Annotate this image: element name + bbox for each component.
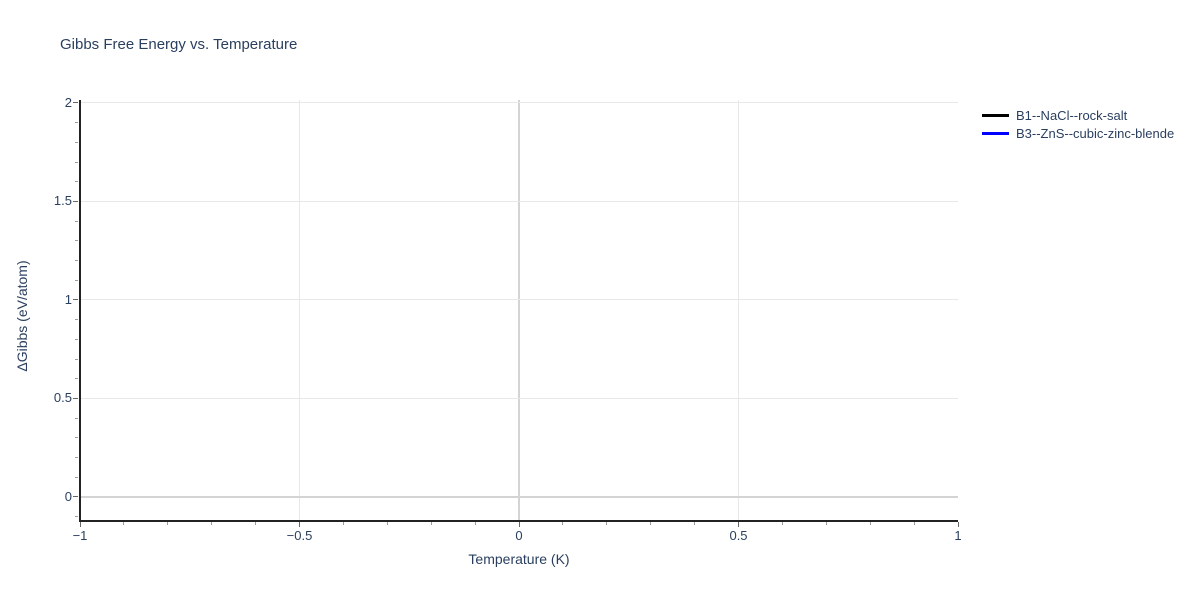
x-major-tick (738, 522, 739, 527)
y-tick-label: 0 (64, 488, 72, 504)
y-major-tick (73, 200, 78, 202)
y-minor-tick (75, 319, 78, 321)
x-tick-label: 0 (515, 528, 523, 543)
x-major-tick (79, 522, 81, 527)
y-tick-label: 1.5 (53, 193, 72, 209)
y-minor-tick (75, 358, 78, 360)
legend-line-swatch-black (982, 113, 1009, 117)
legend: B1--NaCl--rock-salt B3--ZnS--cubic-zinc-… (982, 106, 1174, 142)
y-minor-tick (75, 516, 78, 518)
x-minor-tick (386, 522, 388, 525)
y-axis-line (79, 100, 81, 520)
y-tick-label: 2 (64, 94, 72, 110)
y-major-tick (73, 397, 78, 399)
y-minor-tick (75, 437, 78, 439)
x-minor-tick (781, 522, 783, 525)
y-minor-tick (75, 476, 78, 478)
x-minor-tick (430, 522, 432, 525)
gridline-y (80, 397, 958, 399)
x-tick-label: 1 (954, 528, 962, 543)
y-major-tick (73, 102, 78, 104)
y-tick-label: 0.5 (53, 390, 72, 406)
y-tick-label: 1 (64, 291, 72, 307)
gridline-x (738, 100, 739, 520)
x-minor-tick (167, 522, 169, 525)
x-minor-tick (123, 522, 125, 525)
x-tick-label: 0.5 (729, 528, 748, 543)
x-minor-tick (255, 522, 257, 525)
legend-label-b1-nacl: B1--NaCl--rock-salt (1016, 107, 1128, 123)
x-minor-tick (562, 522, 564, 525)
y-major-tick (73, 496, 78, 498)
gridline-y (80, 102, 958, 104)
y-minor-tick (75, 141, 78, 143)
chart-title: Gibbs Free Energy vs. Temperature (60, 36, 298, 53)
y-minor-tick (75, 161, 78, 163)
y-minor-tick (75, 279, 78, 281)
y-minor-tick (75, 122, 78, 124)
x-minor-tick (211, 522, 213, 525)
gridline-x (299, 100, 300, 520)
gridline-y (80, 200, 958, 202)
legend-line-swatch-blue (982, 131, 1009, 135)
x-axis-line (79, 520, 958, 522)
y-major-tick (73, 299, 78, 301)
x-minor-tick (474, 522, 476, 525)
zero-gridline-x (518, 100, 520, 520)
y-axis-title: ΔGibbs (eV/atom) (14, 260, 30, 372)
y-minor-tick (75, 240, 78, 242)
x-tick-label: −1 (72, 528, 88, 543)
y-minor-tick (75, 417, 78, 419)
y-minor-tick (75, 260, 78, 262)
x-minor-tick (869, 522, 871, 525)
legend-item-b1-nacl[interactable]: B1--NaCl--rock-salt (982, 106, 1174, 124)
legend-label-b3-zns: B3--ZnS--cubic-zinc-blende (1016, 125, 1175, 141)
x-major-tick (518, 522, 520, 527)
x-minor-tick (606, 522, 608, 525)
x-minor-tick (913, 522, 915, 525)
x-minor-tick (342, 522, 344, 525)
y-minor-tick (75, 378, 78, 380)
x-axis-title: Temperature (K) (468, 551, 570, 567)
y-minor-tick (75, 338, 78, 340)
x-minor-tick (650, 522, 652, 525)
zero-gridline-y (80, 495, 958, 498)
y-minor-tick (75, 457, 78, 459)
x-major-tick (957, 522, 959, 527)
x-minor-tick (694, 522, 696, 525)
gridline-y (80, 299, 958, 301)
x-major-tick (299, 522, 300, 527)
legend-item-b3-zns[interactable]: B3--ZnS--cubic-zinc-blende (982, 124, 1174, 142)
y-minor-tick (75, 181, 78, 183)
y-minor-tick (75, 220, 78, 222)
x-minor-tick (825, 522, 827, 525)
x-tick-label: −0.5 (286, 528, 313, 543)
